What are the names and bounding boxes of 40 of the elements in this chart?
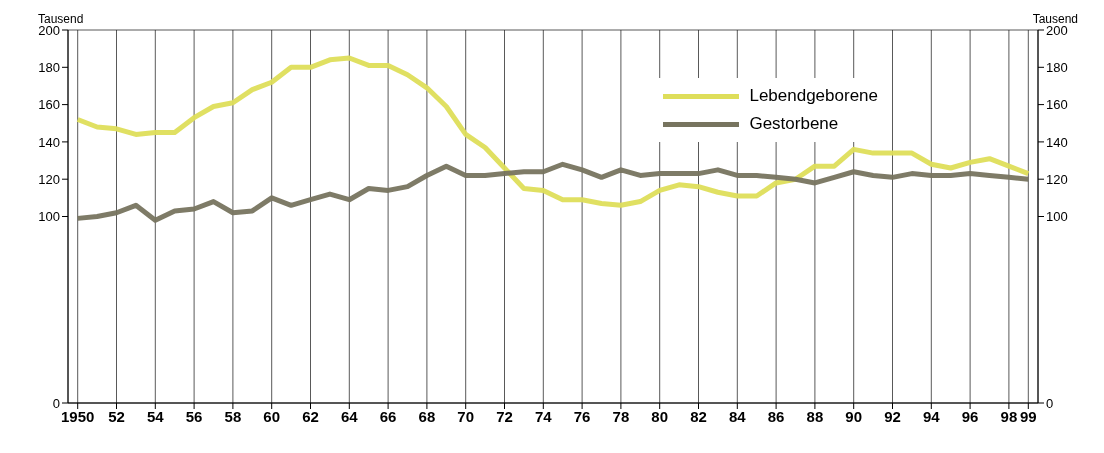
x-tick-label: 58 <box>224 407 242 425</box>
x-tick-label: 90 <box>845 407 863 425</box>
y2-tick-label: 140 <box>1046 134 1068 150</box>
x-tick-label: 76 <box>573 407 591 425</box>
y-tick-label: 0 <box>52 395 60 411</box>
y2-tick-label: 180 <box>1046 59 1068 75</box>
x-tick-label: 1950 <box>61 407 95 425</box>
x-tick-label: 82 <box>690 407 707 425</box>
x-tick-label: 96 <box>961 407 979 425</box>
x-tick-label: 74 <box>534 407 553 425</box>
y2-tick-label: 0 <box>1046 395 1054 411</box>
x-tick-label: 99 <box>1019 407 1037 425</box>
x-tick-label: 66 <box>379 407 397 425</box>
x-tick-label: 60 <box>263 407 281 425</box>
legend-label: Gestorbene <box>749 114 839 134</box>
x-tick-label: 98 <box>1000 407 1018 425</box>
x-tick-label: 92 <box>884 407 901 425</box>
x-tick-label: 70 <box>457 407 475 425</box>
x-tick-label: 68 <box>418 407 436 425</box>
y-tick-label: 120 <box>38 171 60 187</box>
y2-tick-label: 160 <box>1046 97 1068 113</box>
y-tick-label: 140 <box>38 134 60 150</box>
x-tick-label: 56 <box>185 407 203 425</box>
x-tick-label: 72 <box>496 407 513 425</box>
y-tick-label: 100 <box>38 209 60 225</box>
y2-tick-label: 100 <box>1046 209 1068 225</box>
y-tick-label: 160 <box>38 97 60 113</box>
legend-label: Lebendgeborene <box>749 86 878 106</box>
x-tick-label: 86 <box>767 407 785 425</box>
x-tick-label: 62 <box>302 407 319 425</box>
y-tick-label: 180 <box>38 59 60 75</box>
x-tick-label: 64 <box>340 407 359 425</box>
x-tick-label: 52 <box>108 407 125 425</box>
x-tick-label: 78 <box>612 407 630 425</box>
x-tick-label: 54 <box>146 407 165 425</box>
x-tick-label: 80 <box>651 407 669 425</box>
x-tick-label: 84 <box>728 407 747 425</box>
x-tick-label: 94 <box>922 407 941 425</box>
y2-tick-label: 120 <box>1046 171 1068 187</box>
x-tick-label: 88 <box>806 407 824 425</box>
